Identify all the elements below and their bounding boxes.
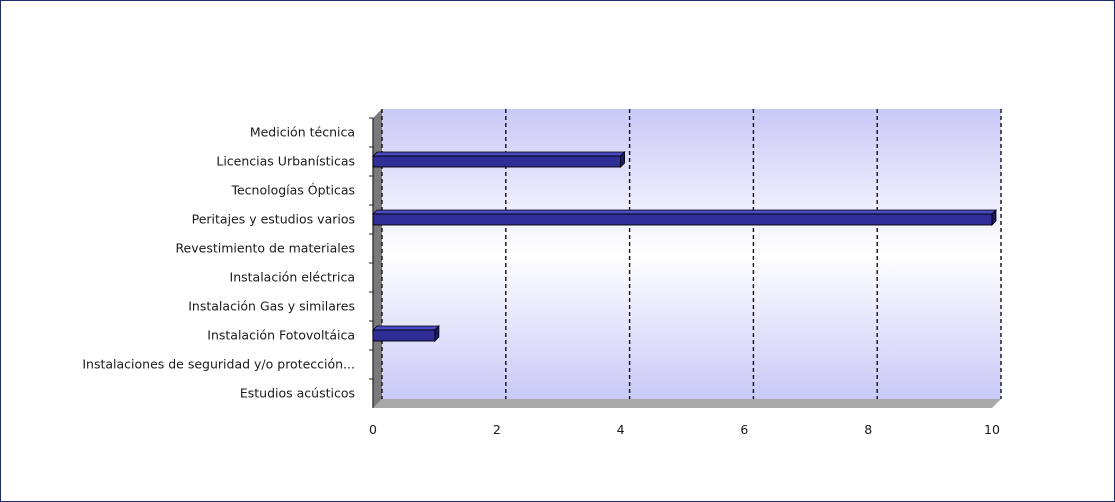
bar-top [372, 151, 626, 157]
category-label: Instalación Gas y similares [188, 299, 355, 314]
x-tick-label-0: 0 [369, 422, 377, 437]
bar [372, 209, 997, 226]
x-tick-label-4: 4 [617, 422, 625, 437]
x-tick-label-10: 10 [984, 422, 1000, 437]
category-label: Peritajes y estudios varios [192, 212, 355, 227]
x-tick-label-2: 2 [493, 422, 501, 437]
bar [372, 325, 440, 342]
category-label: Revestimiento de materiales [175, 241, 355, 256]
bar-front [372, 213, 993, 226]
plot-floor [373, 399, 1001, 408]
bar-top [372, 325, 440, 331]
category-label: Instalación eléctrica [230, 270, 355, 285]
x-tick-label-6: 6 [740, 422, 748, 437]
category-label: Instalación Fotovoltáica [207, 328, 355, 343]
category-label: Medición técnica [250, 125, 355, 140]
bar [372, 151, 626, 168]
category-label: Tecnologías Ópticas [230, 183, 355, 198]
bar-front [372, 329, 436, 342]
category-label: Instalaciones de seguridad y/o protecció… [82, 357, 355, 372]
bar-top [372, 209, 997, 215]
bar-front [372, 155, 622, 168]
category-label: Licencias Urbanísticas [216, 154, 355, 169]
category-label: Estudios acústicos [240, 386, 355, 401]
x-tick-label-8: 8 [864, 422, 872, 437]
